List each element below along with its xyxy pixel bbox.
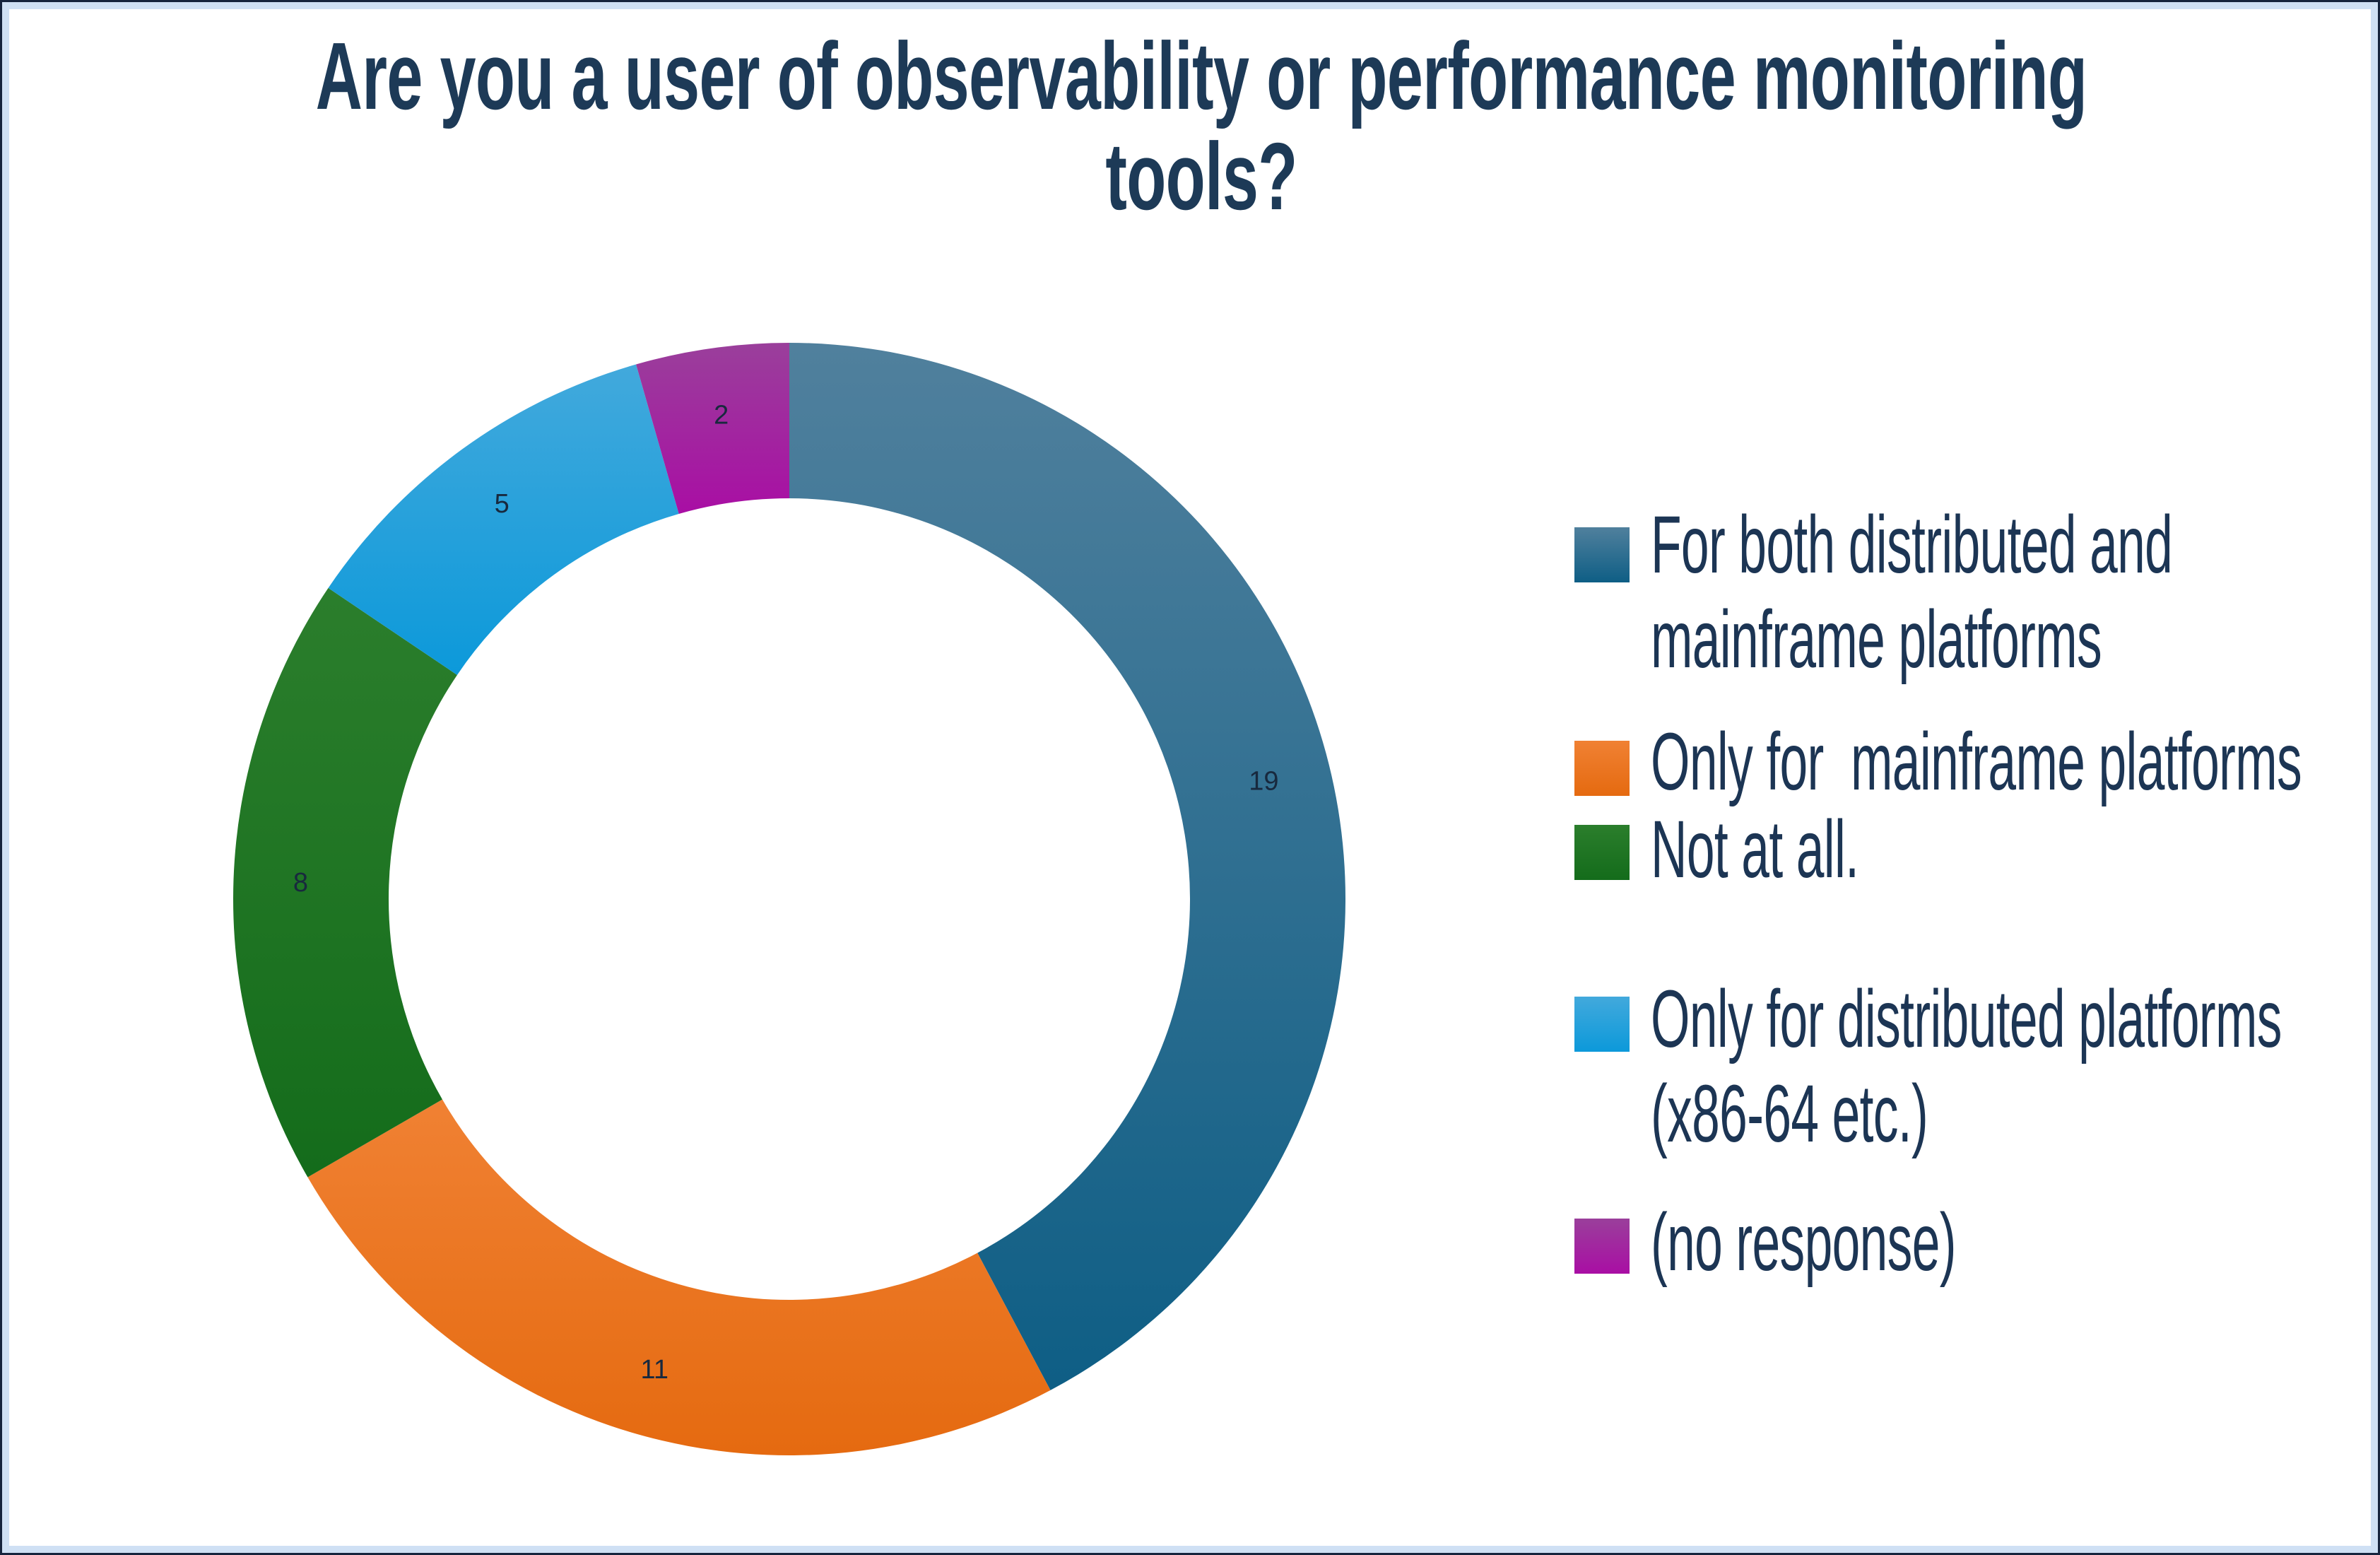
chart-title-line-1: Are you a user of observability or perfo…	[315, 23, 2087, 129]
donut-slice-no-response	[636, 343, 789, 514]
donut-slice-only-distributed	[328, 364, 679, 675]
donut-slice-both-platforms	[789, 343, 1345, 1390]
legend-label-only-distributed: Only for distributed platforms (x86-64 et…	[1651, 974, 2282, 1159]
donut-slice-only-mainframe	[307, 1099, 1051, 1455]
legend-label-no-response: (no response)	[1651, 1197, 1956, 1288]
slice-value-label-no-response: 2	[714, 401, 729, 430]
slice-value-label-both-platforms: 19	[1249, 767, 1278, 797]
legend-label-not-at-all: Not at all.	[1651, 804, 1859, 895]
slice-value-label-only-distributed: 5	[495, 489, 509, 519]
legend-label-only-mainframe: Only for mainframe platforms	[1651, 717, 2302, 807]
chart-title-line-2: tools?	[1105, 123, 1297, 230]
legend-marker-no-response	[1574, 1219, 1630, 1274]
slice-value-label-only-mainframe: 11	[641, 1355, 668, 1385]
legend-label-both-platforms: For both distributed and mainframe platfo…	[1651, 500, 2173, 685]
legend-marker-both-platforms	[1574, 527, 1630, 582]
donut-slice-not-at-all	[233, 587, 457, 1178]
legend-marker-only-distributed	[1574, 997, 1630, 1052]
slice-value-label-not-at-all: 8	[293, 868, 308, 898]
legend-marker-only-mainframe	[1574, 741, 1630, 796]
legend-marker-not-at-all	[1574, 825, 1630, 880]
